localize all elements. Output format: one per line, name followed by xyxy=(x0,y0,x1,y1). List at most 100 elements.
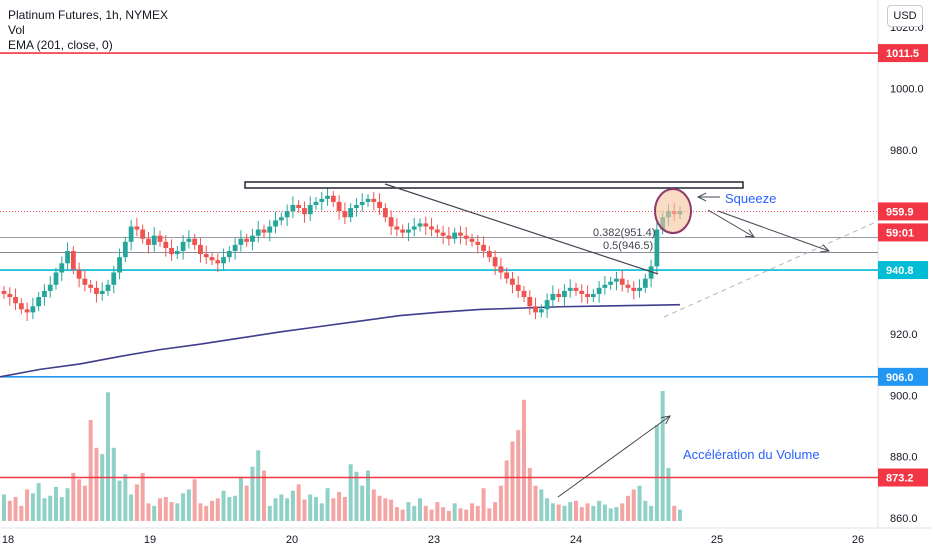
volume-bar xyxy=(256,450,261,521)
volume-bar xyxy=(562,505,567,521)
projection-arrow-long xyxy=(717,210,830,252)
volume-bar xyxy=(244,485,249,521)
currency-button[interactable]: USD xyxy=(887,5,923,27)
candle-body xyxy=(573,287,579,291)
volume-bar xyxy=(366,470,370,521)
candle-body xyxy=(261,229,267,233)
volume-bar xyxy=(498,485,503,521)
volume-bar xyxy=(608,508,613,521)
candle-body xyxy=(429,226,434,230)
candle-body xyxy=(273,220,278,227)
candle-body xyxy=(631,287,637,291)
volume-bar xyxy=(475,505,480,521)
volume-bar xyxy=(545,498,550,521)
candle-body xyxy=(400,229,406,233)
candle-body xyxy=(157,235,163,242)
candle-body xyxy=(99,290,105,294)
volume-bar xyxy=(510,441,515,521)
volume-bar xyxy=(273,498,278,521)
candle-body xyxy=(458,232,463,236)
candle-body xyxy=(498,266,504,273)
volume-bar xyxy=(302,499,307,521)
candle-body xyxy=(65,251,70,264)
candle-body xyxy=(146,238,151,245)
volume-bar xyxy=(290,490,295,521)
volume-bar xyxy=(654,425,659,521)
chart-legend: Platinum Futures, 1h, NYMEX Vol EMA (201… xyxy=(8,8,168,53)
candle-body xyxy=(215,260,221,264)
candle-body xyxy=(42,290,47,298)
volume-bar xyxy=(65,488,70,521)
candle-body xyxy=(406,229,411,233)
volume-bar xyxy=(2,494,6,521)
volume-bar xyxy=(504,460,509,521)
volume-bar xyxy=(446,510,451,521)
volume-bar xyxy=(19,505,24,521)
candle-body xyxy=(330,195,336,202)
price-label-tag xyxy=(878,202,928,221)
volume-bar xyxy=(267,505,272,521)
candle-body xyxy=(562,290,567,298)
candle-body xyxy=(134,226,140,230)
candle-body xyxy=(556,293,562,298)
volume-bar xyxy=(597,500,602,521)
candle-body xyxy=(94,287,99,294)
candle-body xyxy=(226,251,232,258)
volume-bar xyxy=(678,509,682,521)
candle-body xyxy=(302,208,307,215)
candle-body xyxy=(238,238,244,245)
candle-body xyxy=(76,269,82,279)
volume-bar xyxy=(82,485,87,521)
volume-bar xyxy=(158,498,162,521)
volume-bar xyxy=(331,498,336,521)
volume-bar xyxy=(238,476,243,521)
candle-body xyxy=(486,251,492,258)
candle-body xyxy=(122,241,128,258)
volume-bar xyxy=(470,503,474,521)
volume-annotation: Accélération du Volume xyxy=(683,447,820,462)
price-tick-label: 860.0 xyxy=(890,513,918,525)
price-label-text: 959.9 xyxy=(886,206,914,218)
candle-body xyxy=(1,290,7,294)
candle-body xyxy=(596,287,602,294)
candle-body xyxy=(342,211,348,218)
volume-bar xyxy=(631,489,636,521)
volume-bar xyxy=(215,498,220,521)
volume-bar xyxy=(522,399,526,521)
volume-bar xyxy=(146,503,151,521)
volume-bar xyxy=(377,495,382,521)
candle-body xyxy=(70,251,76,270)
candle-body xyxy=(192,238,198,245)
candle-body xyxy=(296,204,302,209)
candle-body xyxy=(232,244,238,252)
volume-bar xyxy=(527,467,532,521)
candle-body xyxy=(105,284,111,291)
candle-body xyxy=(567,287,573,291)
volume-bar xyxy=(88,420,93,521)
projection-arrow-short-head xyxy=(744,229,755,238)
volume-bar xyxy=(181,493,186,521)
price-tick-label: 1000.0 xyxy=(890,83,924,95)
candle-body xyxy=(209,257,215,261)
volume-bar xyxy=(487,508,492,521)
volume-bar xyxy=(192,479,197,521)
volume-bar xyxy=(643,500,648,521)
volume-bar xyxy=(140,473,145,521)
candle-body xyxy=(642,278,648,288)
volume-bar xyxy=(94,447,99,521)
volume-bar xyxy=(429,509,434,521)
candle-body xyxy=(59,263,65,273)
volume-bar xyxy=(626,495,630,521)
candle-body xyxy=(625,284,631,288)
volume-bar xyxy=(389,499,394,521)
candle-body xyxy=(411,226,417,230)
volume-bar xyxy=(412,505,417,521)
volume-bar xyxy=(602,504,607,521)
price-tick-label: 980.0 xyxy=(890,145,918,157)
volume-bar xyxy=(129,494,134,521)
candle-body xyxy=(475,241,481,245)
candle-body xyxy=(469,238,475,242)
candle-body xyxy=(36,297,42,307)
volume-bar xyxy=(533,485,538,521)
